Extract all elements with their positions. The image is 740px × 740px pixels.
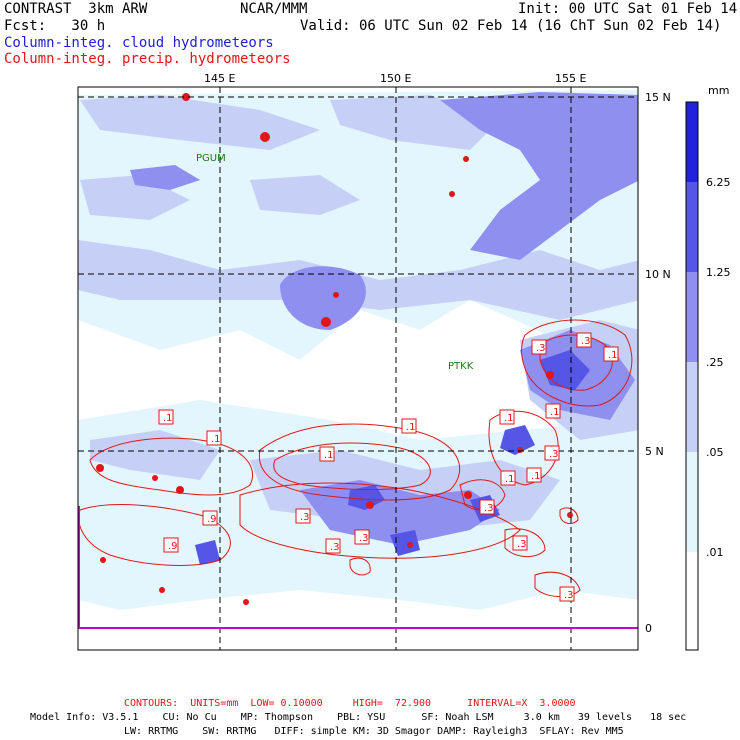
colorbar-label: 6.25 — [706, 176, 731, 189]
svg-text:.9: .9 — [207, 514, 217, 525]
forecast-hour: Fcst: 30 h — [4, 18, 106, 34]
lat-label-15n: 15 N — [645, 91, 671, 104]
contour-label: .3 — [531, 339, 547, 355]
svg-text:.1: .1 — [550, 407, 560, 418]
lat-label-0: 0 — [645, 622, 652, 635]
lat-label-5n: 5 N — [645, 445, 664, 458]
svg-text:.3: .3 — [549, 449, 559, 460]
svg-text:.9: .9 — [168, 541, 178, 552]
agency-label: NCAR/MMM — [240, 1, 308, 17]
precip-cores — [96, 93, 573, 605]
svg-text:.3: .3 — [300, 512, 310, 523]
contour-label: .1 — [526, 467, 542, 483]
svg-text:.1: .1 — [163, 413, 173, 424]
svg-text:.3: .3 — [536, 343, 546, 354]
contour-label: .1 — [206, 430, 222, 446]
model-info-line1: Model Info: V3.5.1 CU: No Cu MP: Thompso… — [30, 712, 687, 723]
contour-label: .1 — [319, 446, 335, 462]
contour-label: .3 — [512, 535, 528, 551]
contour-label: .3 — [354, 529, 370, 545]
colorbar-label: .05 — [706, 446, 724, 459]
contour-label: .3 — [479, 499, 495, 515]
svg-text:.1: .1 — [324, 450, 334, 461]
svg-text:.1: .1 — [608, 350, 618, 361]
svg-text:.1: .1 — [211, 434, 221, 445]
svg-text:.1: .1 — [406, 422, 416, 433]
colorbar-swatch — [686, 272, 698, 362]
model-title: CONTRAST 3km ARW — [4, 1, 148, 17]
svg-text:.3: .3 — [330, 542, 340, 553]
station-label-ptkk: PTKK — [448, 361, 474, 372]
svg-text:.1: .1 — [504, 413, 514, 424]
station-label-pgum: PGUM — [196, 153, 226, 164]
lon-label-150: 150 E — [380, 72, 411, 85]
contour-label: .1 — [401, 418, 417, 434]
svg-text:.1: .1 — [505, 474, 515, 485]
init-time: Init: 00 UTC Sat 01 Feb 14 — [518, 1, 738, 17]
domain-boundary — [78, 506, 638, 629]
cloud-field-label: Column-integ. cloud hydrometeors — [4, 35, 274, 51]
svg-text:.3: .3 — [484, 503, 494, 514]
hydrometeor-fields — [78, 90, 638, 610]
contour-label: .3 — [544, 445, 560, 461]
lat-label-10n: 10 N — [645, 268, 671, 281]
valid-time: Valid: 06 UTC Sun 02 Feb 14 (16 ChT Sun … — [300, 18, 722, 34]
colorbar-label: 1.25 — [706, 266, 731, 279]
contour-label: .3 — [295, 508, 311, 524]
colorbar-swatch — [686, 552, 698, 650]
svg-text:.1: .1 — [531, 471, 541, 482]
contour-label-group: .1 .1 .1 .1 .1 .1 .1 .1 .1 .3 .3 .3 .3 .… — [158, 332, 619, 602]
colorbar-unit: mm — [708, 84, 729, 97]
contour-label: .1 — [603, 346, 619, 362]
svg-text:.3: .3 — [517, 539, 527, 550]
precip-field-label: Column-integ. precip. hydrometeors — [4, 51, 291, 67]
contour-label: .1 — [500, 470, 516, 486]
lon-label-155: 155 E — [555, 72, 586, 85]
svg-text:.3: .3 — [581, 336, 591, 347]
colorbar: mm 6.25 1.25 .25 .05 .01 — [685, 84, 731, 651]
contour-label: .9 — [202, 510, 218, 526]
contour-label: .1 — [158, 409, 174, 425]
precip-contours — [78, 319, 633, 597]
model-info-line2: LW: RRTMG SW: RRTMG DIFF: simple KM: 3D … — [124, 726, 624, 737]
colorbar-swatch — [686, 182, 698, 272]
contour-label: .1 — [545, 403, 561, 419]
colorbar-label: .01 — [706, 546, 724, 559]
contour-info: CONTOURS: UNITS=mm LOW= 0.10000 HIGH= 72… — [124, 698, 576, 709]
lon-label-145: 145 E — [204, 72, 235, 85]
plot-frame — [77, 86, 639, 651]
contour-label: .1 — [499, 409, 515, 425]
contour-label: .3 — [576, 332, 592, 348]
colorbar-label: .25 — [706, 356, 724, 369]
contour-label: .9 — [163, 537, 179, 553]
contour-label: .3 — [559, 586, 575, 602]
svg-text:.3: .3 — [564, 590, 574, 601]
svg-text:.3: .3 — [359, 533, 369, 544]
colorbar-swatch — [686, 362, 698, 452]
contour-label: .3 — [325, 538, 341, 554]
colorbar-swatch — [686, 452, 698, 552]
colorbar-swatch — [686, 102, 698, 182]
